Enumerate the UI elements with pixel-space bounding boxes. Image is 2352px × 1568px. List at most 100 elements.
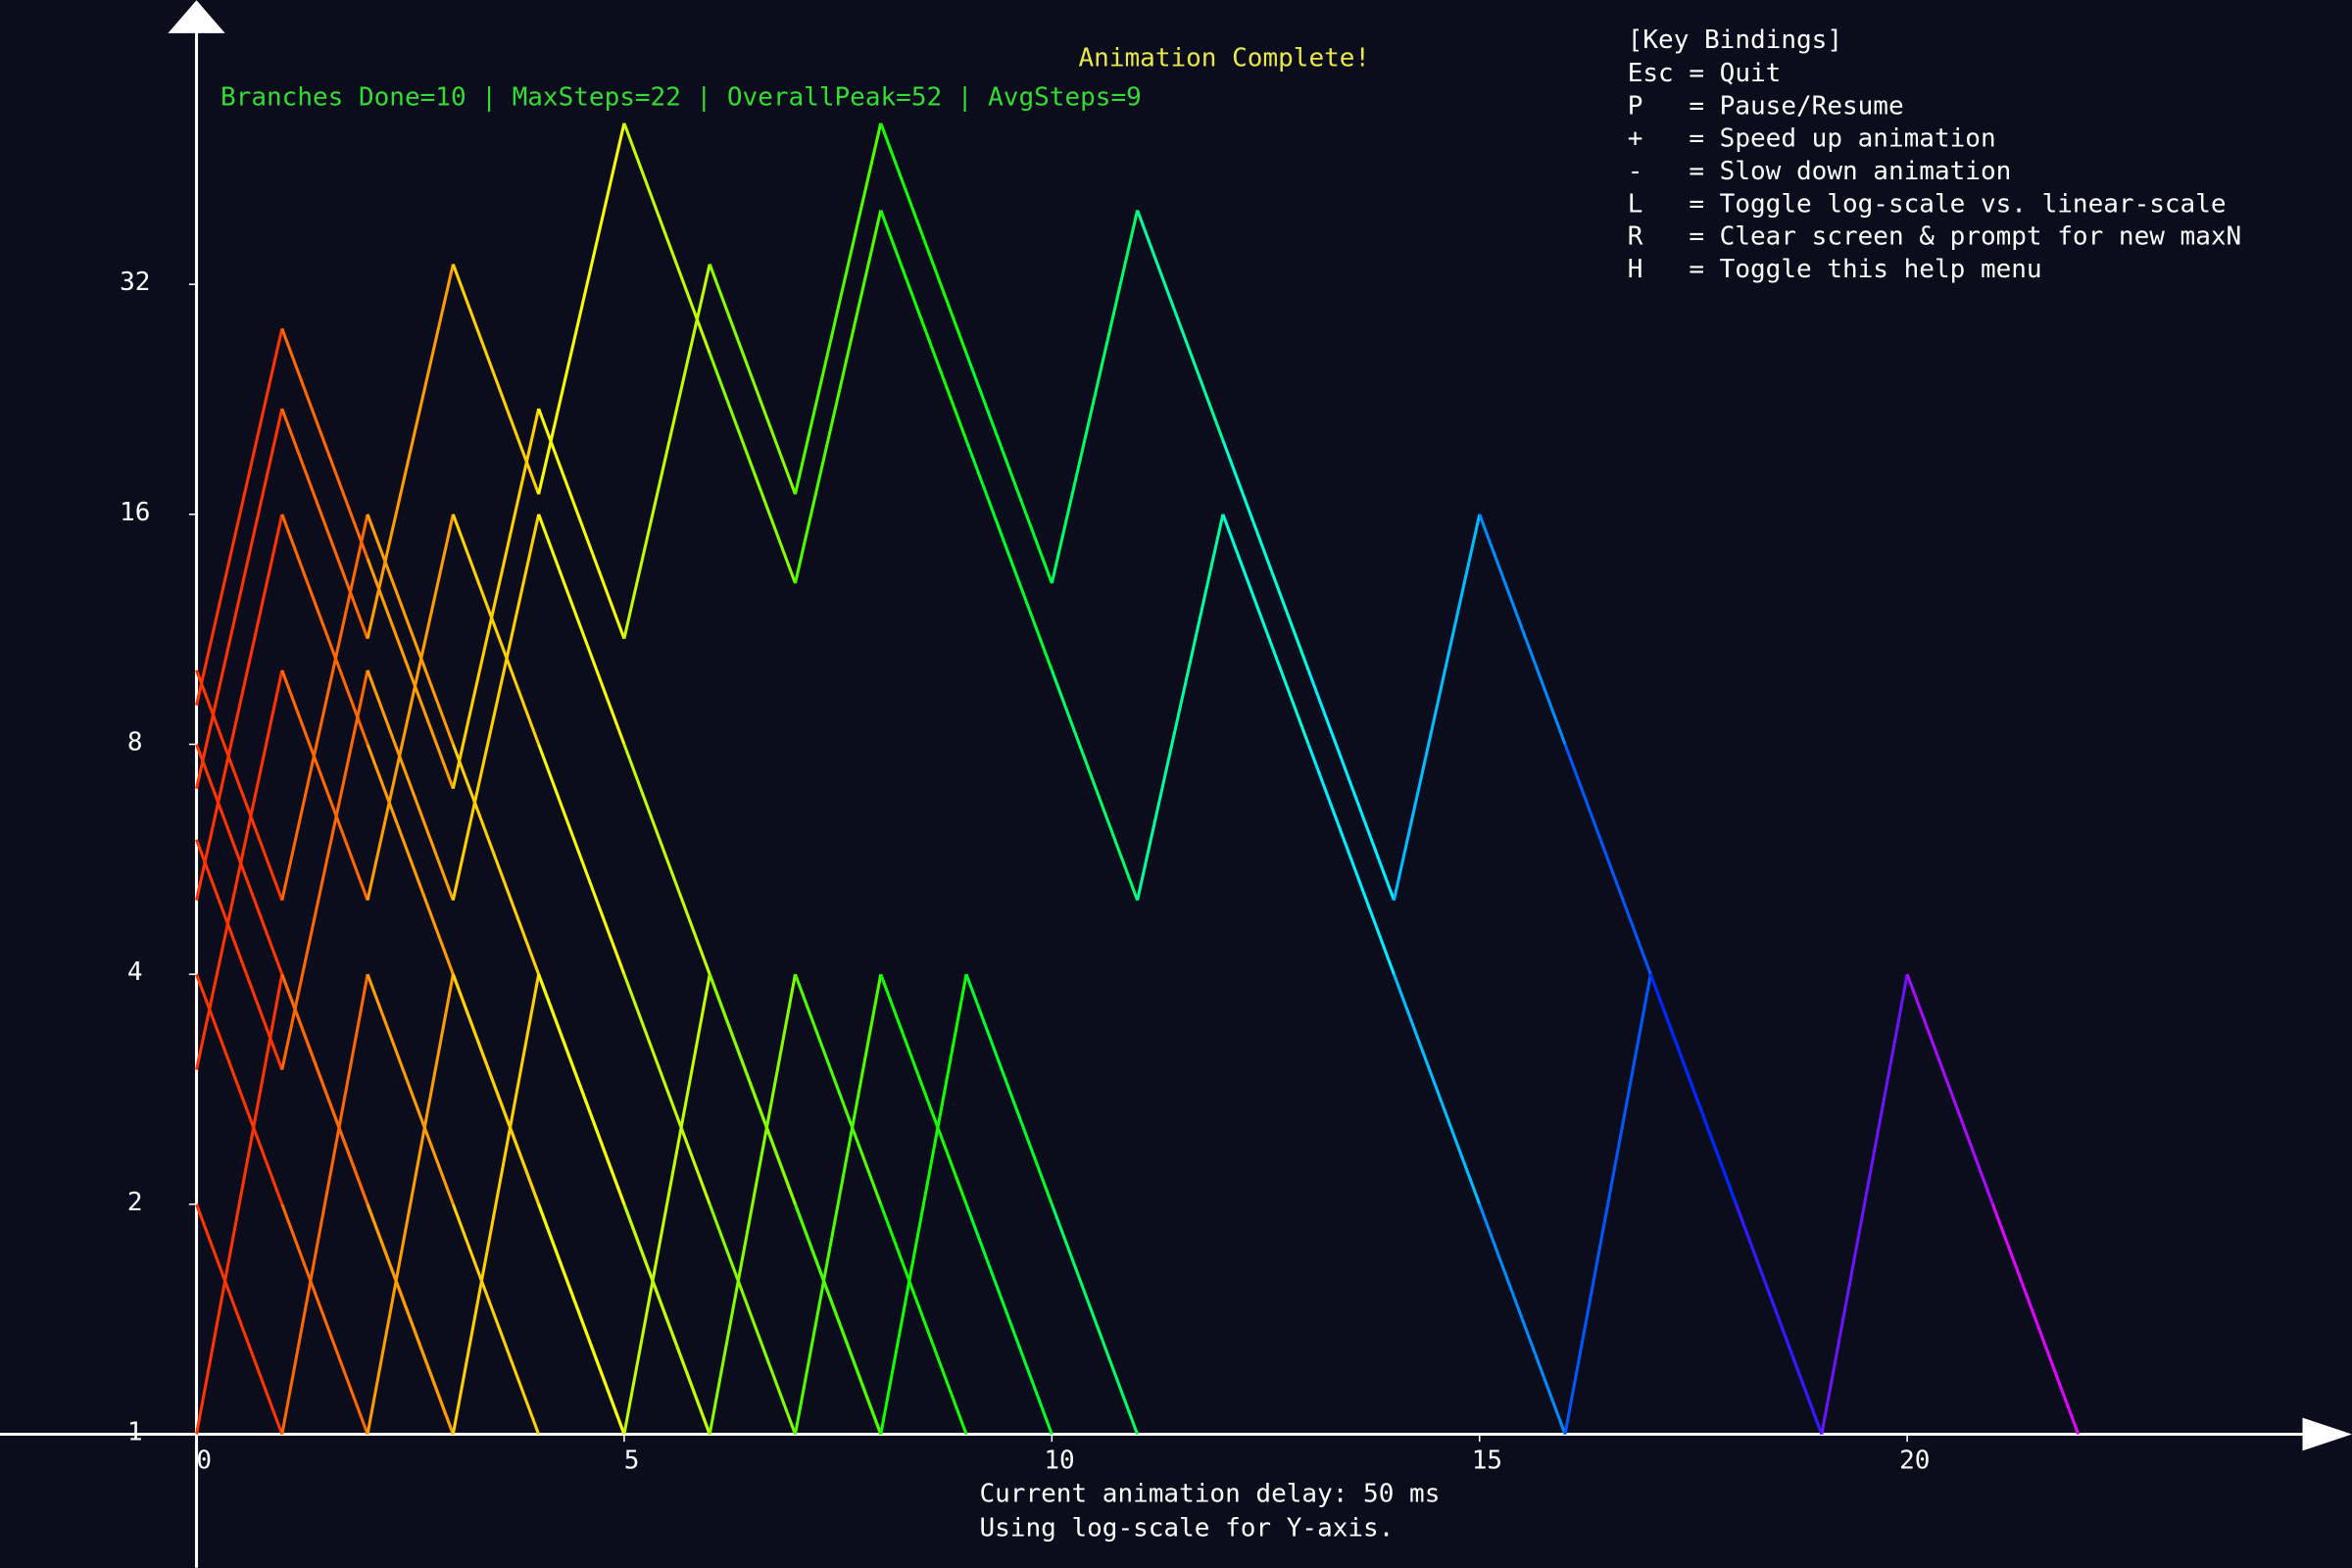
path-segment	[1563, 743, 1652, 975]
path-segment	[537, 122, 626, 495]
path-segment	[708, 973, 797, 1435]
path-segment	[879, 210, 968, 441]
path-segment	[793, 973, 883, 1435]
help-line: Esc = Quit	[1628, 59, 1782, 88]
footer-line: Current animation delay: 50 ms	[979, 1479, 1440, 1508]
y-tick-label: 8	[127, 727, 143, 757]
path-segment	[366, 973, 455, 1435]
help-title: [Key Bindings]	[1628, 25, 1842, 55]
y-tick-label: 32	[120, 268, 150, 297]
path-segment	[366, 669, 455, 902]
path-segment	[280, 327, 369, 560]
path-segment	[195, 973, 284, 1205]
path-segment	[964, 1203, 1054, 1436]
path-segment	[964, 973, 1054, 1205]
path-segment	[280, 669, 369, 902]
footer-line: Using log-scale for Y-axis.	[979, 1514, 1394, 1544]
path-segment	[195, 514, 284, 901]
path-segment	[622, 122, 711, 354]
path-segment	[879, 973, 968, 1205]
x-tick-label: 20	[1899, 1446, 1930, 1476]
path-segment	[1735, 1203, 1824, 1436]
path-segment	[708, 973, 797, 1205]
path-segment	[794, 973, 883, 1205]
path-segment	[195, 743, 284, 975]
path-segment	[1136, 514, 1225, 901]
y-tick-label: 1	[127, 1417, 143, 1446]
path-segment	[1306, 669, 1396, 902]
path-segment	[964, 352, 1054, 584]
path-segment	[1050, 1203, 1140, 1436]
path-segment	[793, 122, 883, 495]
path-segment	[195, 327, 284, 706]
path-segment	[537, 514, 626, 746]
path-segment	[366, 1203, 455, 1436]
path-segment	[537, 743, 626, 975]
x-tick-label: 15	[1472, 1446, 1502, 1476]
x-axis-arrow	[2302, 1417, 2352, 1451]
path-segment	[451, 408, 541, 790]
help-line: - = Slow down animation	[1628, 157, 2012, 186]
path-segment	[622, 1203, 711, 1436]
path-segment	[195, 839, 284, 1071]
path-segment	[195, 669, 284, 1070]
path-segment	[195, 1203, 284, 1436]
help-line: P = Pause/Resume	[1628, 91, 1904, 121]
path-segment	[1221, 514, 1310, 746]
path-segment	[366, 558, 455, 790]
path-segment	[1990, 1203, 2081, 1436]
path-segment	[366, 973, 455, 1205]
x-tick-label: 0	[196, 1446, 212, 1476]
path-segment	[537, 408, 626, 640]
help-line: H = Toggle this help menu	[1628, 255, 2042, 284]
y-axis-arrow	[168, 0, 225, 33]
path-segment	[280, 514, 369, 901]
path-segment	[280, 669, 369, 1070]
path-segment	[537, 1203, 626, 1436]
path-segment	[1050, 210, 1140, 584]
help-line: R = Clear screen & prompt for new maxN	[1628, 222, 2242, 252]
path-segment	[622, 743, 711, 975]
summary: Branches Done=10 | MaxSteps=22 | Overall…	[220, 82, 1142, 112]
status: Animation Complete!	[1079, 44, 1371, 74]
path-segment	[280, 408, 369, 640]
path-segment	[879, 973, 968, 1435]
path-segment	[195, 408, 284, 790]
path-segment	[451, 514, 541, 901]
path-segment	[451, 743, 541, 975]
path-segment	[1136, 210, 1225, 441]
y-tick-label: 16	[120, 498, 150, 527]
path-segment	[622, 973, 711, 1205]
path-segment	[964, 439, 1054, 671]
path-segment	[1478, 514, 1567, 746]
path-segment	[622, 973, 711, 1435]
path-segment	[280, 1203, 369, 1436]
x-tick-label: 10	[1044, 1446, 1074, 1476]
path-segment	[451, 973, 541, 1205]
path-segment	[708, 264, 797, 495]
path-segment	[1648, 973, 1739, 1205]
path-segment	[1221, 439, 1310, 671]
path-segment	[1820, 973, 1909, 1435]
path-segment	[879, 1203, 968, 1436]
path-segment	[1392, 514, 1482, 901]
path-segment	[879, 122, 968, 354]
y-tick-label: 4	[127, 957, 143, 987]
path-segment	[708, 1203, 797, 1436]
path-segment	[794, 1203, 883, 1436]
path-segment	[708, 352, 797, 584]
path-segment	[1393, 973, 1482, 1205]
path-segment	[195, 669, 284, 902]
path-segment	[1478, 1203, 1567, 1436]
path-segment	[1306, 743, 1396, 975]
help-line: + = Speed up animation	[1628, 124, 1996, 154]
path-segment	[366, 743, 455, 975]
path-segment	[451, 973, 541, 1435]
path-segment	[451, 1203, 541, 1436]
path-segment	[451, 514, 541, 746]
plot	[195, 122, 2081, 1436]
path-segment	[280, 514, 369, 746]
